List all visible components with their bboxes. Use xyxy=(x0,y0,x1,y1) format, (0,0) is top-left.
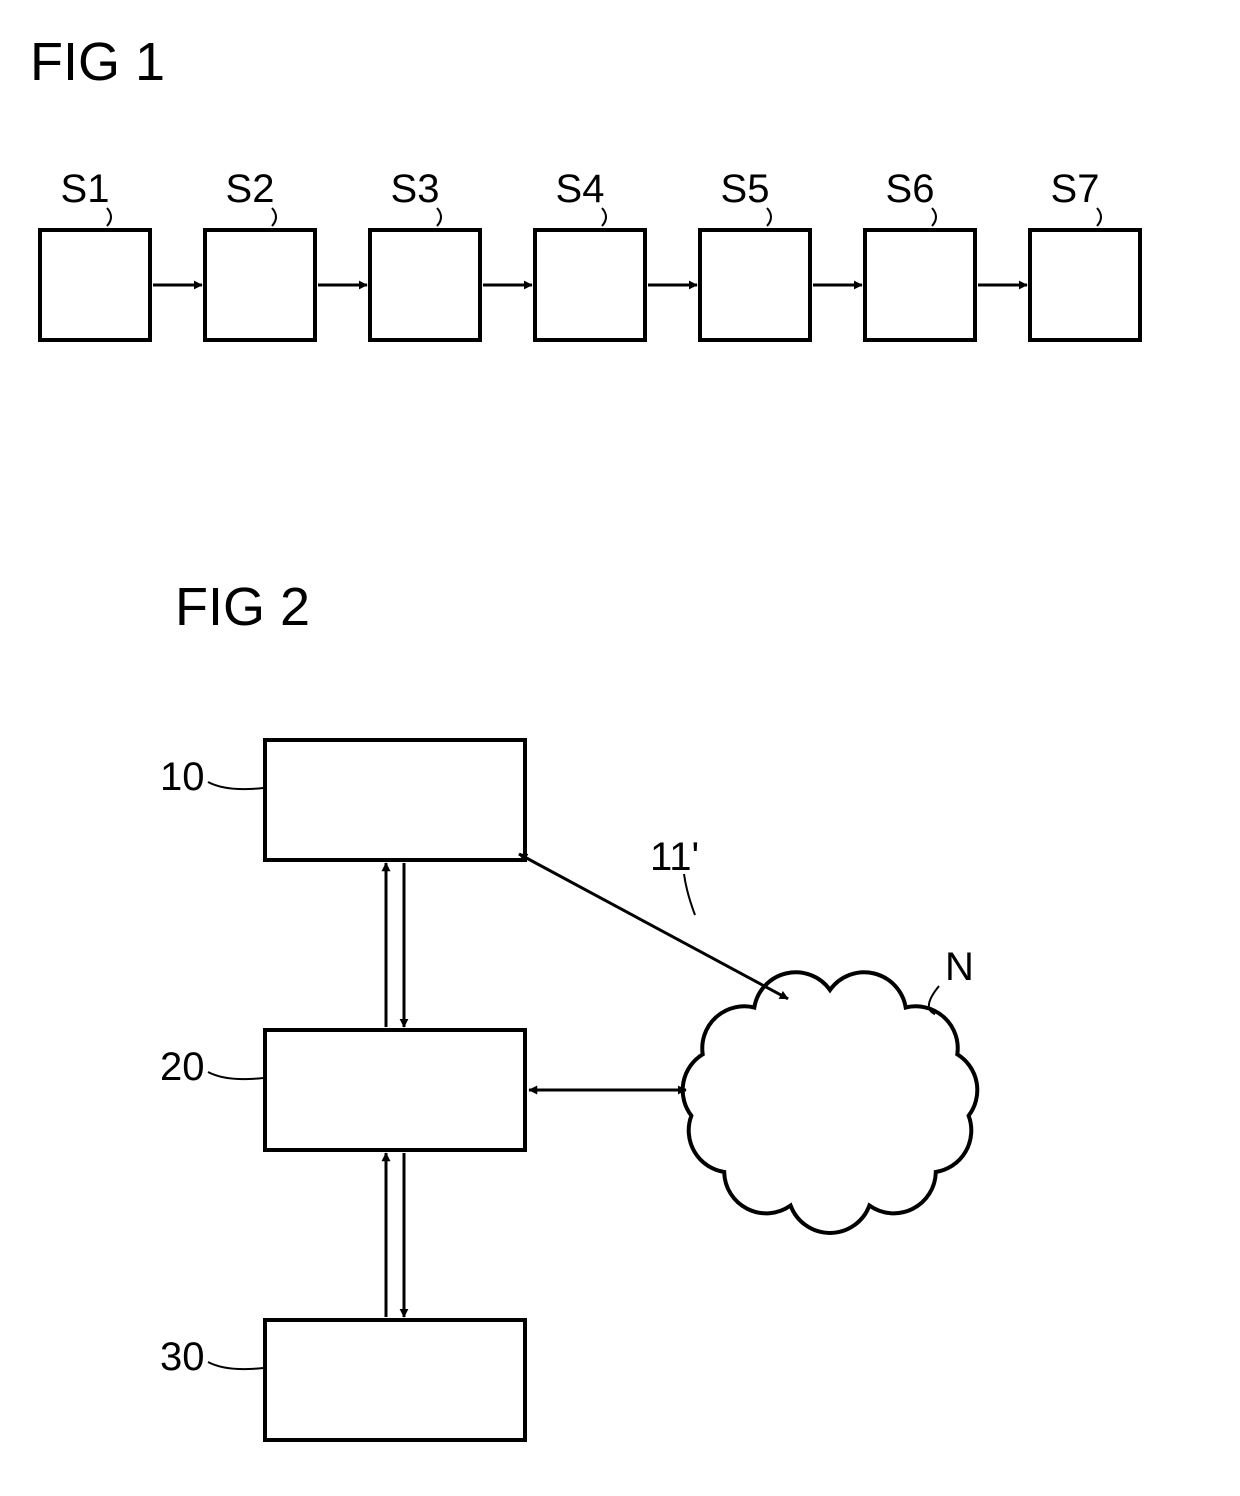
node-leader xyxy=(208,1072,263,1079)
step-label: S1 xyxy=(61,167,110,211)
step-box xyxy=(370,230,480,340)
node-label: 10 xyxy=(160,755,205,799)
node-label: 30 xyxy=(160,1335,205,1379)
step-label: S7 xyxy=(1051,167,1100,211)
node-leader xyxy=(208,1362,263,1369)
step-box xyxy=(40,230,150,340)
step-label: S2 xyxy=(226,167,275,211)
step-label: S3 xyxy=(391,167,440,211)
node-box xyxy=(265,1030,525,1150)
cloud-label: N xyxy=(945,945,974,989)
node-box xyxy=(265,1320,525,1440)
diag-leader xyxy=(684,874,695,915)
step-label: S6 xyxy=(886,167,935,211)
step-box xyxy=(1030,230,1140,340)
node-box xyxy=(265,740,525,860)
step-box xyxy=(535,230,645,340)
fig2-diagram xyxy=(208,740,977,1440)
fig1-flow xyxy=(40,208,1140,340)
step-box xyxy=(205,230,315,340)
step-label: S4 xyxy=(556,167,605,211)
node-leader xyxy=(208,782,263,789)
fig2-title: FIG 2 xyxy=(175,577,310,637)
node-label: 20 xyxy=(160,1045,205,1089)
step-box xyxy=(865,230,975,340)
step-box xyxy=(700,230,810,340)
step-label: S5 xyxy=(721,167,770,211)
diag-label: 11' xyxy=(650,835,699,879)
fig1-title: FIG 1 xyxy=(30,32,165,92)
cloud-icon xyxy=(683,972,978,1233)
